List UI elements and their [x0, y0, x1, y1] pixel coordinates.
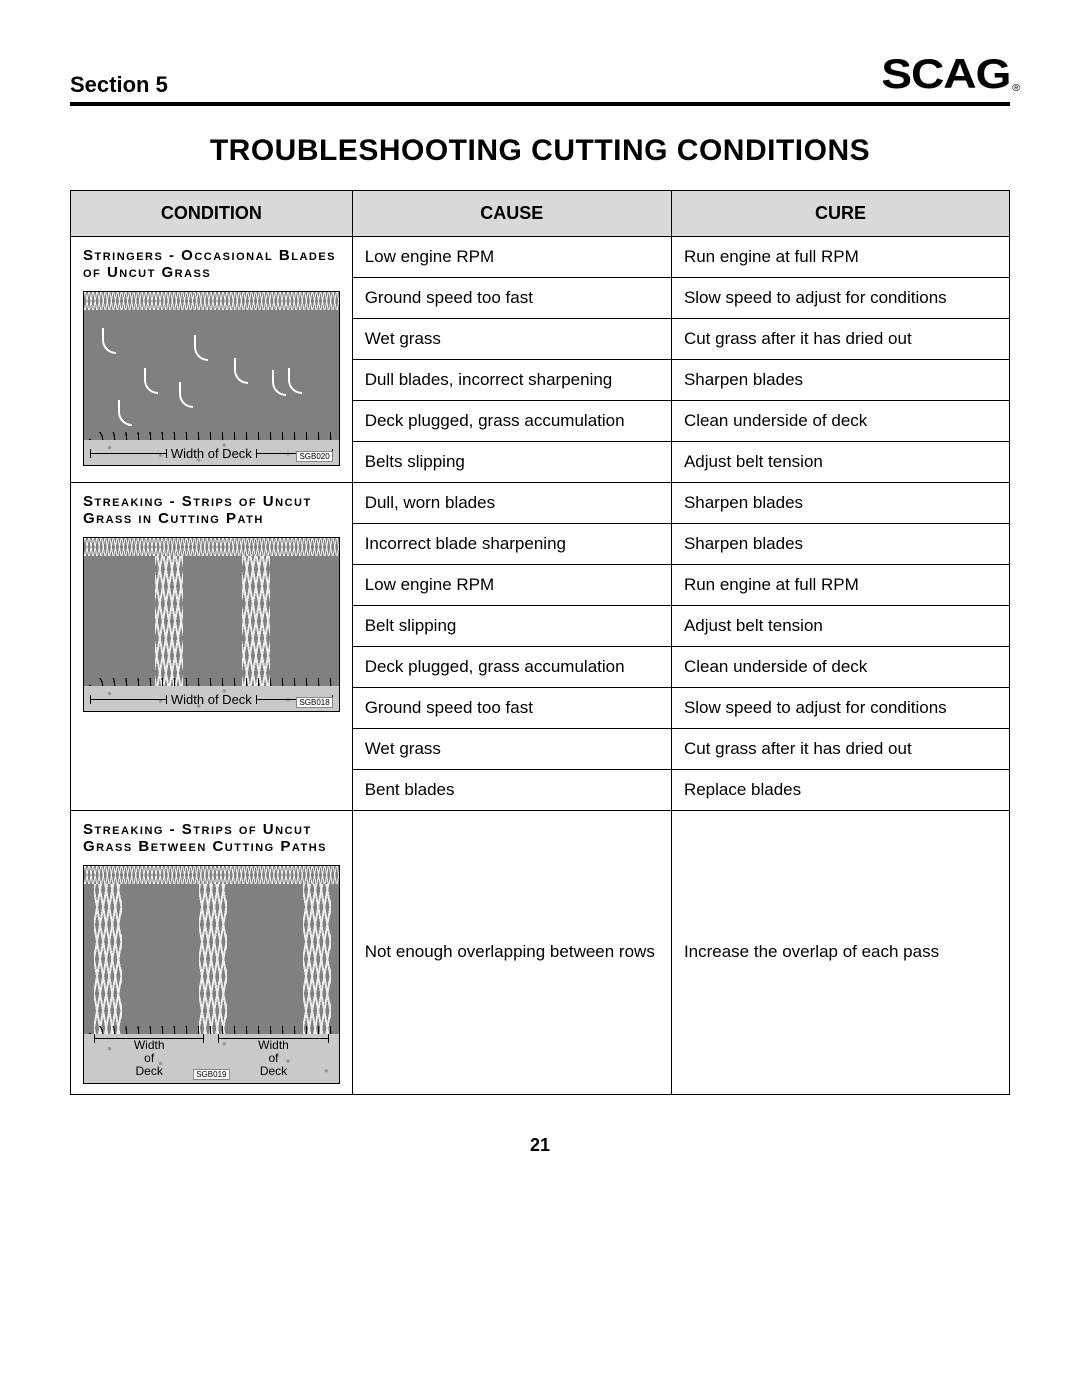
page-header: Section 5 SCAG [70, 50, 1010, 106]
col-cause: CAUSE [352, 191, 671, 237]
page-number: 21 [70, 1135, 1010, 1156]
cause-cell: Incorrect blade sharpening [352, 524, 671, 565]
ground-line-icon [84, 1026, 339, 1034]
ground-line-icon [84, 432, 339, 440]
diagram-streaking-between: WidthofDeck WidthofDeck SGB019 [83, 865, 340, 1084]
cure-cell: Increase the overlap of each pass [671, 811, 1009, 1095]
cure-cell: Adjust belt tension [671, 442, 1009, 483]
condition-title: Streaking - Strips of Uncut Grass Betwee… [83, 821, 340, 855]
ground-strip: Width of Deck SGB018 [84, 686, 339, 711]
cure-cell: Cut grass after it has dried out [671, 729, 1009, 770]
width-label-text: Width of Deck [171, 692, 252, 707]
cause-cell: Ground speed too fast [352, 688, 671, 729]
table-row: Streaking - Strips of Uncut Grass Betwee… [71, 811, 1010, 1095]
cure-cell: Slow speed to adjust for conditions [671, 688, 1009, 729]
cause-cell: Belt slipping [352, 606, 671, 647]
diagram-code: SGB018 [296, 697, 332, 708]
cause-cell: Belts slipping [352, 442, 671, 483]
cure-cell: Run engine at full RPM [671, 237, 1009, 278]
diagram-body [84, 884, 339, 1034]
cure-cell: Sharpen blades [671, 483, 1009, 524]
diagram-stringers: Width of Deck SGB020 [83, 291, 340, 466]
grass-edge-icon [84, 292, 339, 310]
cause-cell: Low engine RPM [352, 237, 671, 278]
condition-title: Streaking - Strips of Uncut Grass in Cut… [83, 493, 340, 527]
col-cure: CURE [671, 191, 1009, 237]
cure-cell: Run engine at full RPM [671, 565, 1009, 606]
cure-cell: Slow speed to adjust for conditions [671, 278, 1009, 319]
cause-cell: Bent blades [352, 770, 671, 811]
page-title: TROUBLESHOOTING CUTTING CONDITIONS [70, 134, 1010, 168]
diagram-streaking: Width of Deck SGB018 [83, 537, 340, 712]
cause-cell: Deck plugged, grass accumulation [352, 401, 671, 442]
width-label-text: Width of Deck [171, 446, 252, 461]
width-label-right: WidthofDeck [214, 1039, 332, 1079]
table-header-row: CONDITION CAUSE CURE [71, 191, 1010, 237]
diagram-code: SGB019 [193, 1069, 229, 1080]
grass-edge-icon [84, 866, 339, 884]
cause-cell: Not enough overlapping between rows [352, 811, 671, 1095]
condition-cell-streaking: Streaking - Strips of Uncut Grass in Cut… [71, 483, 353, 811]
ground-strip: WidthofDeck WidthofDeck SGB019 [84, 1034, 339, 1083]
cure-cell: Replace blades [671, 770, 1009, 811]
cure-cell: Sharpen blades [671, 524, 1009, 565]
cause-cell: Dull blades, incorrect sharpening [352, 360, 671, 401]
cure-cell: Sharpen blades [671, 360, 1009, 401]
cure-cell: Clean underside of deck [671, 647, 1009, 688]
width-label-left: WidthofDeck [90, 1039, 208, 1079]
ground-line-icon [84, 678, 339, 686]
condition-cell-streaking-between: Streaking - Strips of Uncut Grass Betwee… [71, 811, 353, 1095]
col-condition: CONDITION [71, 191, 353, 237]
cause-cell: Dull, worn blades [352, 483, 671, 524]
cure-cell: Cut grass after it has dried out [671, 319, 1009, 360]
ground-strip: Width of Deck SGB020 [84, 440, 339, 465]
section-label: Section 5 [70, 72, 168, 98]
troubleshooting-table: CONDITION CAUSE CURE Stringers - Occasio… [70, 190, 1010, 1095]
cause-cell: Deck plugged, grass accumulation [352, 647, 671, 688]
grass-edge-icon [84, 538, 339, 556]
table-row: Streaking - Strips of Uncut Grass in Cut… [71, 483, 1010, 524]
cause-cell: Wet grass [352, 729, 671, 770]
cure-cell: Clean underside of deck [671, 401, 1009, 442]
cause-cell: Low engine RPM [352, 565, 671, 606]
diagram-body [84, 556, 339, 686]
table-row: Stringers - Occasional Blades of Uncut G… [71, 237, 1010, 278]
diagram-body [84, 310, 339, 440]
cause-cell: Wet grass [352, 319, 671, 360]
condition-title: Stringers - Occasional Blades of Uncut G… [83, 247, 340, 281]
cure-cell: Adjust belt tension [671, 606, 1009, 647]
condition-cell-stringers: Stringers - Occasional Blades of Uncut G… [71, 237, 353, 483]
diagram-code: SGB020 [296, 451, 332, 462]
brand-logo: SCAG [881, 50, 1010, 98]
cause-cell: Ground speed too fast [352, 278, 671, 319]
